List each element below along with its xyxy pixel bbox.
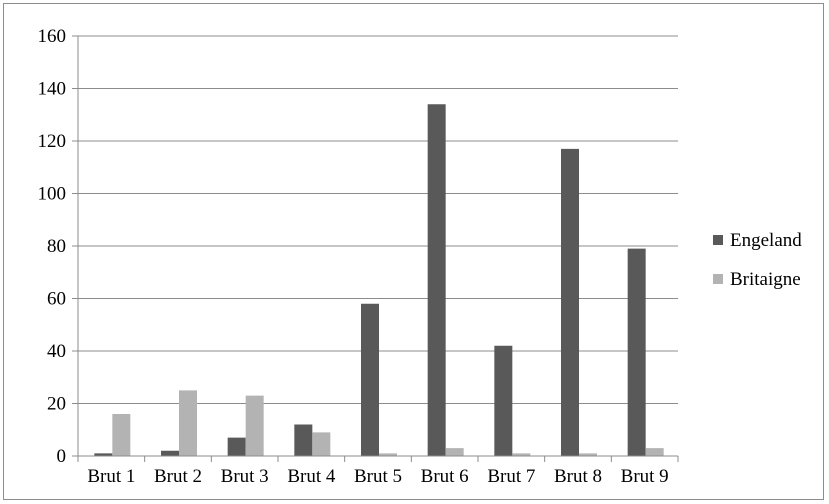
legend-swatch-britaigne — [713, 274, 723, 284]
bar-engeland-7 — [494, 345, 513, 456]
bar-engeland-1 — [94, 453, 113, 456]
bar-engeland-2 — [161, 450, 179, 456]
y-tick-label: 20 — [47, 394, 66, 415]
bar-britaigne-5 — [379, 453, 397, 456]
y-tick-label: 0 — [57, 446, 67, 467]
bar-engeland-9 — [627, 248, 646, 456]
y-tick-label: 60 — [47, 289, 66, 310]
bar-britaigne-3 — [245, 395, 264, 456]
y-tick-label: 40 — [47, 341, 66, 362]
y-tick-label: 160 — [38, 26, 67, 47]
axes — [72, 35, 679, 462]
y-tick-label: 80 — [47, 236, 66, 257]
y-tick-label: 100 — [38, 184, 67, 205]
bar-britaigne-2 — [179, 390, 197, 456]
bar-britaigne-1 — [112, 414, 131, 456]
legend-swatch-engeland — [713, 235, 723, 245]
x-tick-label: Brut 6 — [421, 466, 469, 487]
bar-engeland-6 — [427, 104, 446, 456]
x-tick-label: Brut 3 — [221, 466, 269, 487]
x-tick-label: Brut 5 — [354, 466, 402, 487]
chart-frame — [3, 3, 824, 500]
bar-britaigne-6 — [445, 448, 464, 456]
bar-engeland-5 — [361, 303, 379, 456]
bar-britaigne-8 — [579, 453, 597, 456]
x-tick-label: Brut 2 — [154, 466, 202, 487]
bar-engeland-4 — [294, 424, 313, 456]
legend-label-engeland: Engeland — [730, 230, 802, 251]
bars — [94, 104, 664, 456]
bar-britaigne-9 — [645, 448, 664, 456]
bar-britaigne-7 — [512, 453, 531, 456]
y-tick-labels: 0 20 40 60 80 100 120 140 160 — [38, 26, 67, 467]
x-tick-label: Brut 1 — [87, 466, 135, 487]
x-tick-label: Brut 7 — [487, 466, 535, 487]
bar-britaigne-4 — [312, 432, 331, 456]
x-tick-labels: Brut 1 Brut 2 Brut 3 Brut 4 Brut 5 Brut 6 Brut… — [87, 466, 668, 487]
bar-engeland-8 — [561, 148, 579, 456]
x-tick-label: Brut 8 — [554, 466, 602, 487]
bar-engeland-3 — [227, 437, 246, 456]
legend-label-britaigne: Britaigne — [730, 269, 801, 290]
x-tick-label: Brut 9 — [621, 466, 669, 487]
legend: Engeland Britaigne — [713, 230, 802, 290]
y-tick-label: 140 — [38, 79, 67, 100]
y-tick-label: 120 — [38, 131, 67, 152]
x-tick-label: Brut 4 — [287, 466, 336, 487]
